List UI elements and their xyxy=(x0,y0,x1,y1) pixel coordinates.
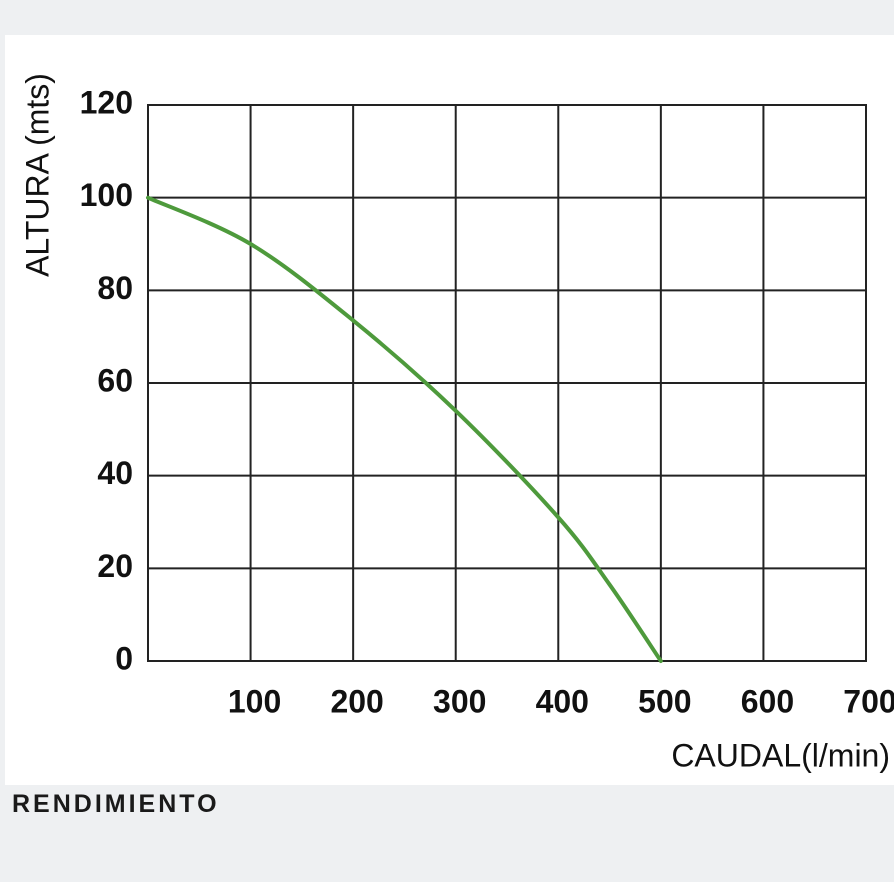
panel xyxy=(5,35,894,785)
x-tick-label: 300 xyxy=(433,683,486,719)
y-tick-label: 0 xyxy=(115,640,133,676)
x-tick-label: 200 xyxy=(330,683,383,719)
y-tick-label: 20 xyxy=(97,548,133,584)
chart: ALTURA (mts) CAUDAL(l/min) 0 20 40 60 80 100 1… xyxy=(5,35,894,785)
curve xyxy=(146,195,663,663)
y-tick-label: 120 xyxy=(80,84,133,120)
y-tick-label: 60 xyxy=(97,362,133,398)
x-tick-label: 400 xyxy=(536,683,589,719)
y-tick-label: 40 xyxy=(97,455,133,491)
x-axis-title: CAUDAL(l/min) xyxy=(671,737,890,773)
x-tick-label: 700 xyxy=(843,683,894,719)
x-tick-label: 100 xyxy=(228,683,281,719)
y-tick-label: 80 xyxy=(97,270,133,306)
y-tick-label: 100 xyxy=(80,177,133,213)
caption: RENDIMIENTO xyxy=(12,790,220,818)
x-tick-label: 600 xyxy=(741,683,794,719)
y-axis-title: ALTURA (mts) xyxy=(19,73,55,277)
x-tick-label: 500 xyxy=(638,683,691,719)
